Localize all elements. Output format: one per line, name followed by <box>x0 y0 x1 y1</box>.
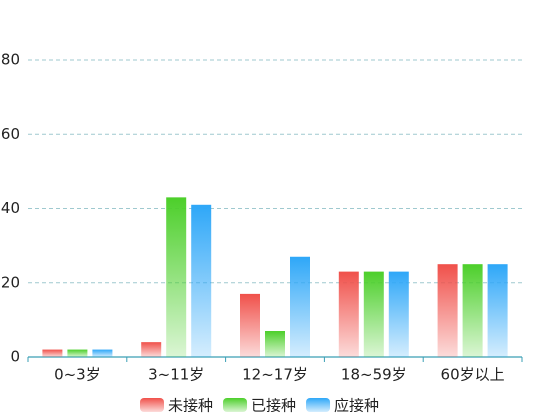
bar <box>166 197 187 357</box>
bar <box>42 349 63 357</box>
x-tick-label: 18~59岁 <box>341 366 407 384</box>
bar <box>487 264 508 357</box>
y-tick-label: 20 <box>1 273 20 291</box>
bar <box>67 349 88 357</box>
bar <box>290 256 310 357</box>
y-tick-label: 0 <box>10 348 20 366</box>
y-tick-label: 60 <box>1 125 20 143</box>
legend-label: 已接种 <box>251 397 296 415</box>
legend-label: 应接种 <box>334 397 379 415</box>
bar <box>388 271 409 357</box>
x-tick-label: 0~3岁 <box>54 366 101 384</box>
legend-label: 未接种 <box>168 397 213 415</box>
bar <box>338 271 359 357</box>
bar <box>240 293 260 357</box>
y-tick-label: 40 <box>1 199 20 217</box>
legend-swatch <box>140 398 164 412</box>
y-tick-label: 80 <box>1 51 20 69</box>
bar <box>191 204 212 357</box>
x-tick-label: 3~11岁 <box>148 366 204 384</box>
bar <box>462 264 483 357</box>
legend-swatch <box>306 398 331 412</box>
bar <box>265 331 285 357</box>
bar <box>141 342 162 357</box>
bar <box>92 349 113 357</box>
x-tick-label: 60岁以上 <box>441 366 505 384</box>
bar <box>437 264 458 357</box>
legend-swatch <box>223 398 248 412</box>
x-tick-label: 12~17岁 <box>242 366 308 384</box>
bar <box>363 271 384 357</box>
